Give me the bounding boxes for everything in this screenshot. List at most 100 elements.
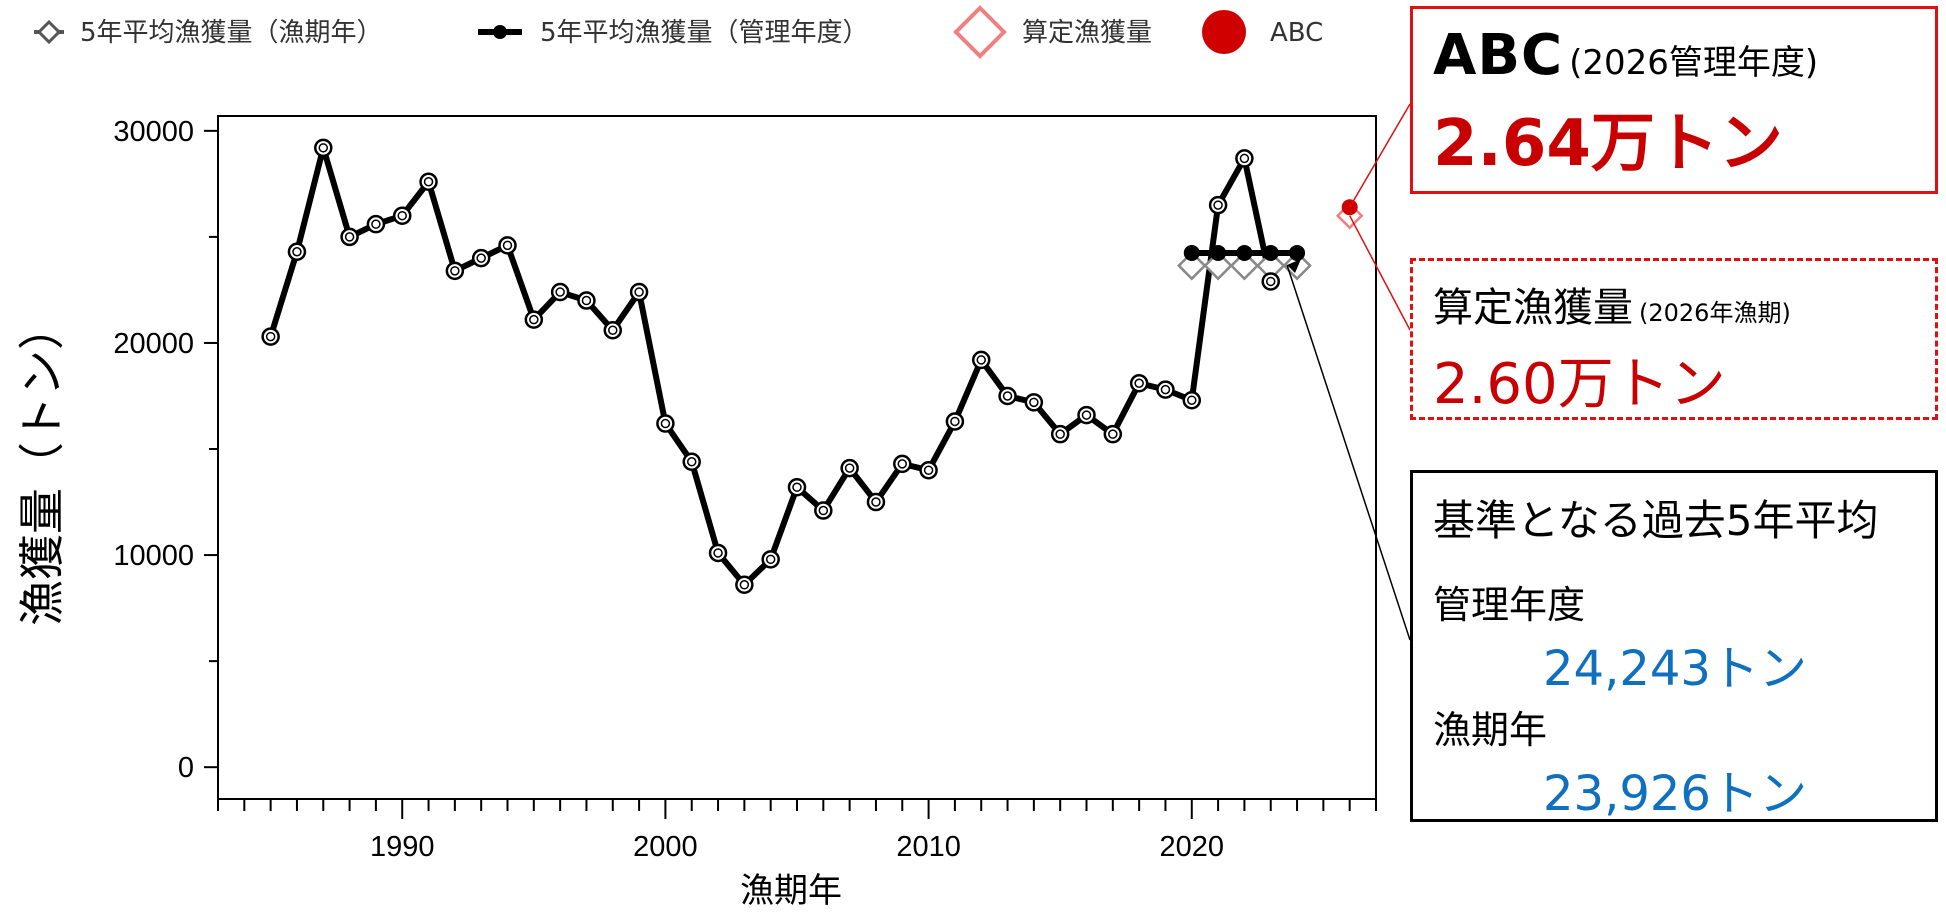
catch-point (761, 550, 780, 569)
catch-point-inner (608, 325, 618, 335)
catch-point (814, 501, 833, 520)
legend-label-calculated-catch: 算定漁獲量 (1022, 18, 1152, 48)
legend: 5年平均漁獲量（漁期年） 5年平均漁獲量（管理年度） 算定漁獲量 ABC (34, 5, 1323, 59)
catch-point (1235, 149, 1254, 168)
catch-point (366, 214, 386, 234)
fishing-season-value: 23,926トン (1543, 766, 1807, 822)
catch-point (1103, 424, 1123, 444)
catch-point (419, 172, 438, 192)
catch-point (577, 291, 596, 310)
catch-point (708, 543, 728, 563)
catch-point-inner (344, 232, 355, 242)
management-year-label: 管理年度 (1433, 583, 1586, 627)
catch-point (735, 575, 754, 595)
catch-point-inner (1081, 410, 1092, 420)
catch-point-inner (450, 266, 460, 276)
legend-red-circle-icon (1202, 10, 1246, 54)
catch-point (287, 242, 307, 262)
x-tick-label: 1990 (370, 831, 435, 863)
catch-point-inner (318, 143, 329, 153)
catch-point (787, 477, 807, 497)
baseline-title: 基準となる過去5年平均 (1433, 496, 1879, 545)
catch-point (656, 414, 675, 433)
catch-point (340, 227, 359, 247)
catch-point-inner (713, 548, 723, 558)
abc-callout-box: ABC (2026管理年度) 2.64万トン (1410, 6, 1938, 194)
management-avg-point (1210, 244, 1227, 261)
catch-point-inner (397, 210, 407, 221)
abc-title: ABC (1433, 23, 1564, 88)
calculated-catch-box: 算定漁獲量 (2026年漁期) 2.60万トン (1410, 258, 1938, 420)
catch-point (893, 454, 912, 474)
catch-point (1156, 380, 1175, 399)
catch-point-inner (371, 219, 381, 229)
catch-point (261, 327, 280, 346)
calculated-catch-value: 2.60万トン (1433, 352, 1726, 417)
calculated-catch-title: 算定漁獲量 (1433, 285, 1633, 331)
catch-point (840, 458, 859, 478)
x-tick-label: 2020 (1160, 831, 1225, 863)
catch-point-inner (818, 505, 829, 516)
legend-dot-icon (493, 25, 507, 39)
x-axis-title: 漁期年 (740, 871, 842, 911)
catch-point-inner (581, 295, 592, 306)
legend-item-calculated-catch: 算定漁獲量 (953, 5, 1152, 59)
catch-point (550, 282, 570, 302)
catch-point-inner (1187, 395, 1197, 405)
legend-diamond-icon (36, 19, 62, 45)
catch-point (1050, 424, 1070, 444)
catch-point (498, 236, 517, 255)
baseline-arrow-icon (1287, 258, 1302, 273)
catch-point (1024, 393, 1044, 412)
catch-point-inner (660, 418, 671, 429)
baseline-average-box: 基準となる過去5年平均 管理年度 24,243トン 漁期年 23,926トン (1410, 470, 1938, 822)
season-avg-point (1203, 250, 1233, 281)
catch-point (1129, 374, 1149, 393)
catch-point-inner (555, 287, 565, 297)
catch-point-inner (686, 456, 697, 467)
catch-point (998, 386, 1017, 406)
axis-ticks: 0 10000 20000 30000 1990 2000 2010 2020 (113, 116, 1377, 863)
y-tick-label: 0 (178, 752, 194, 784)
catch-point-inner (1239, 153, 1250, 164)
y-tick-label: 10000 (113, 540, 194, 572)
series-layer (261, 138, 1364, 595)
catch-point-inner (950, 416, 960, 427)
catch-point (971, 350, 991, 370)
y-axis-title: 漁獲量（トン） (15, 304, 69, 626)
catch-point-inner (529, 314, 539, 325)
catch-point-inner (976, 355, 986, 365)
catch-point-inner (265, 331, 276, 342)
season-avg-point (1177, 250, 1207, 281)
x-tick-label: 2000 (633, 831, 698, 863)
management-avg-point (1236, 244, 1253, 261)
fishing-season-label: 漁期年 (1433, 708, 1548, 752)
catch-point (524, 310, 544, 329)
legend-label-management-avg: 5年平均漁獲量（管理年度） (540, 18, 869, 48)
catch-point-inner (476, 253, 486, 263)
legend-item-abc: ABC (1202, 10, 1323, 54)
legend-label-season-avg: 5年平均漁獲量（漁期年） (80, 18, 383, 48)
catch-point-inner (1213, 200, 1223, 210)
legend-item-management-avg: 5年平均漁獲量（管理年度） (478, 18, 869, 48)
catch-point-inner (502, 240, 513, 251)
catch-point (1077, 405, 1096, 425)
catch-point-inner (739, 580, 750, 590)
calculated-catch-subtitle: (2026年漁期) (1639, 299, 1791, 327)
catch-point-inner (1055, 429, 1065, 439)
catch-point-inner (844, 463, 855, 473)
catch-point-inner (1160, 384, 1171, 395)
catch-point (866, 492, 886, 512)
catch-point (945, 412, 965, 431)
catch-point (603, 320, 623, 340)
abc-callout-line (1349, 103, 1411, 208)
catch-point-inner (897, 459, 908, 469)
catch-point (1182, 390, 1202, 410)
legend-label-abc: ABC (1270, 18, 1323, 48)
management-year-value: 24,243トン (1543, 641, 1807, 697)
catch-point-inner (1029, 397, 1039, 408)
y-tick-label: 30000 (113, 116, 194, 148)
catch-point-inner (634, 287, 644, 297)
catch-point-inner (765, 554, 776, 565)
